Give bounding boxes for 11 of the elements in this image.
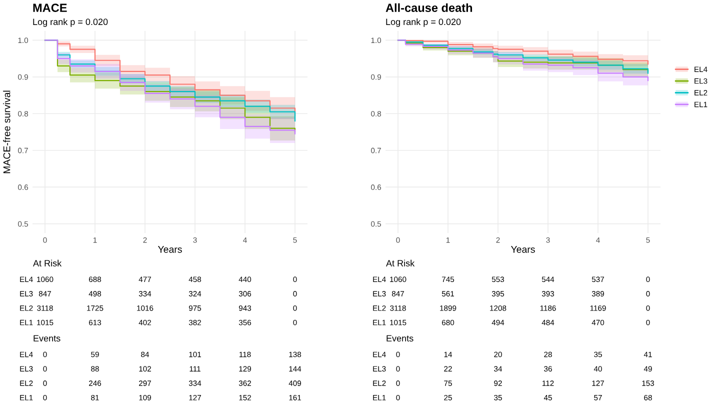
x-axis-title: Years [158,246,182,253]
x-axis-title: Years [510,246,535,253]
chart-title: MACE [33,4,67,12]
chart-subtitle: Log rank p = 0.020 [386,18,461,27]
text: Events [34,335,60,342]
chart-subtitle: Log rank p = 0.020 [33,18,108,27]
text: At Risk [386,260,415,266]
chart-title: All-cause death [386,3,472,12]
text: Events [386,335,414,342]
y-axis-title: MACE-free survival [3,90,10,174]
text: At Risk [33,260,62,266]
